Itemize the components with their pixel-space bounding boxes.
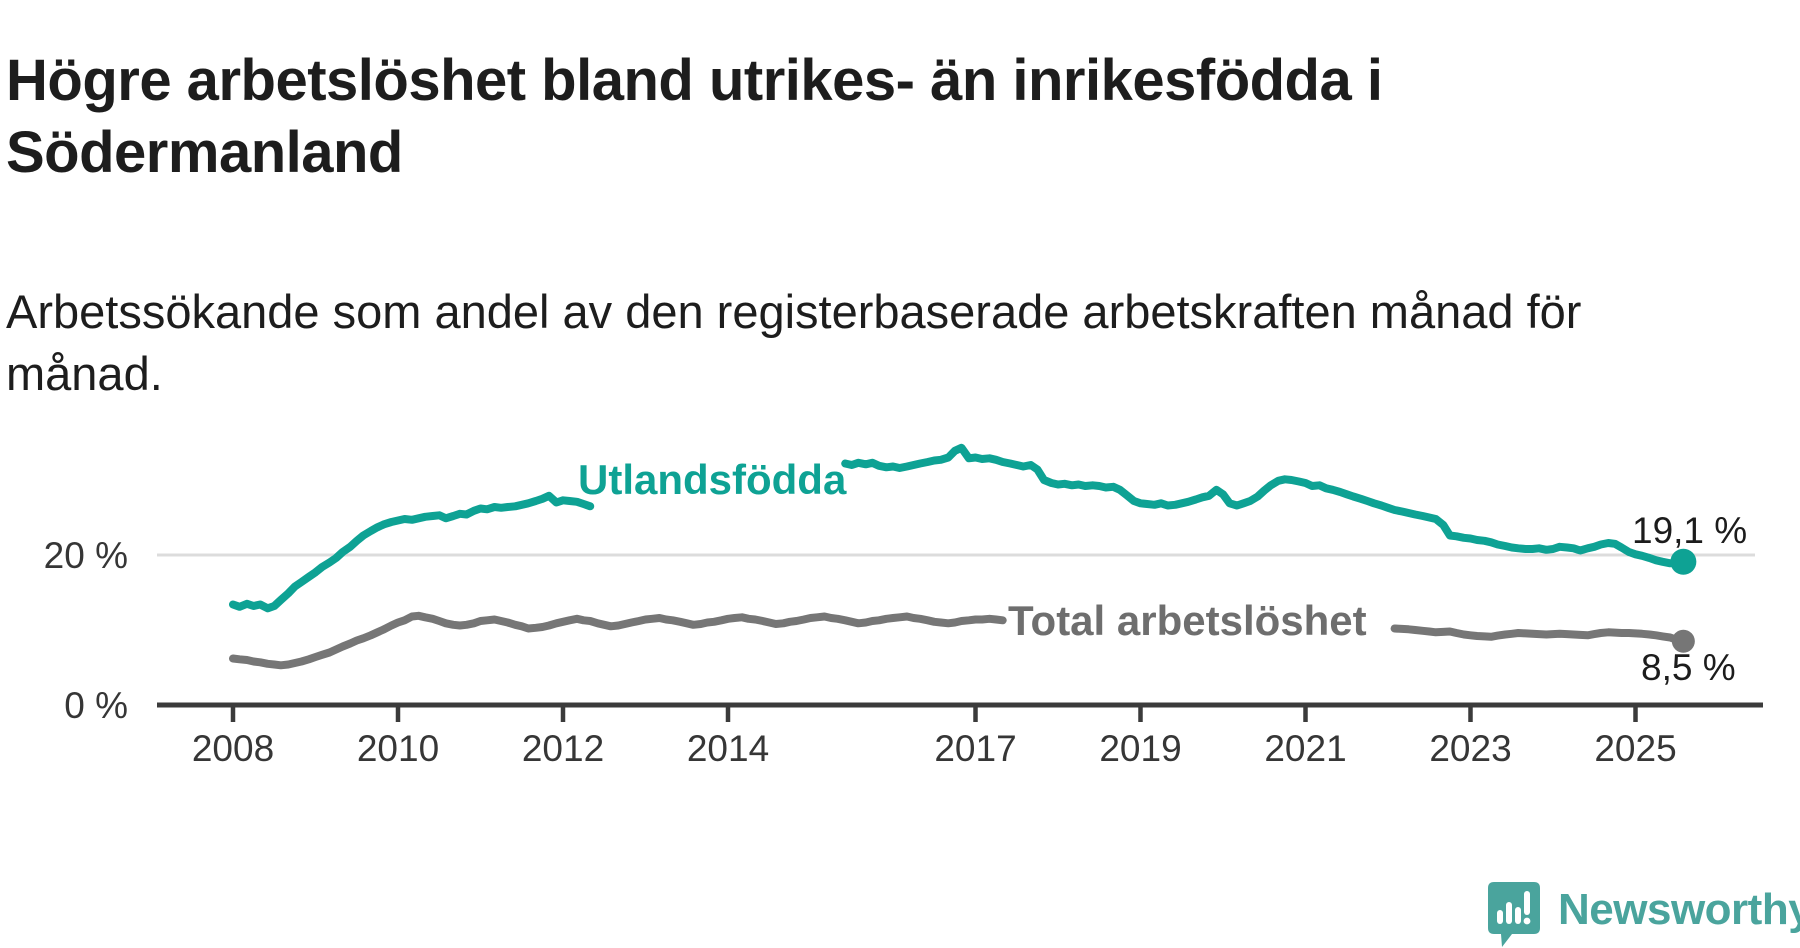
series-end-dot-1 (1671, 629, 1695, 653)
chart-subtitle-line-2: månad. (6, 347, 163, 400)
page-title-line-1: Högre arbetslöshet bland utrikes- än inr… (6, 47, 1383, 113)
page-title: Högre arbetslöshet bland utrikes- än inr… (6, 45, 1726, 189)
page-title-line-2: Södermanland (6, 119, 403, 185)
y-axis-label-0: 0 % (64, 685, 128, 726)
x-axis-label-2008: 2008 (191, 728, 275, 769)
series-label-utlandsfodda: Utlandsfödda (578, 456, 847, 503)
series-line-1-segment-0 (229, 611, 1007, 670)
series-end-dot-0 (1670, 548, 1697, 575)
x-axis-label-2023: 2023 (1429, 728, 1512, 769)
x-axis-label-2010: 2010 (356, 728, 440, 769)
end-value-label-total: 8,5 % (1641, 647, 1736, 688)
chart-subtitle: Arbetssökande som andel av den registerb… (6, 281, 1746, 405)
x-axis-label-2014: 2014 (686, 728, 770, 769)
y-axis-label-20: 20 % (43, 535, 128, 576)
newsworthy-bubble-chart-icon (1488, 882, 1540, 947)
x-axis-label-2017: 2017 (934, 728, 1017, 769)
x-axis-label-2012: 2012 (521, 728, 605, 769)
chart-subtitle-line-1: Arbetssökande som andel av den registerb… (6, 285, 1582, 338)
end-value-label-utlandsfodda: 19,1 % (1632, 510, 1748, 551)
newsworthy-logo: Newsworthy (1488, 882, 1800, 948)
series-line-1-segment-1 (1390, 624, 1688, 646)
x-axis-label-2019: 2019 (1099, 728, 1182, 769)
series-line-0-segment-0 (229, 491, 595, 613)
series-label-total-arbetsloshet: Total arbetslöshet (1008, 597, 1367, 644)
x-axis-label-2025: 2025 (1594, 728, 1677, 769)
newsworthy-wordmark: Newsworthy (1558, 885, 1800, 934)
x-axis-label-2021: 2021 (1264, 728, 1347, 769)
series-line-0-segment-1 (841, 443, 1688, 568)
